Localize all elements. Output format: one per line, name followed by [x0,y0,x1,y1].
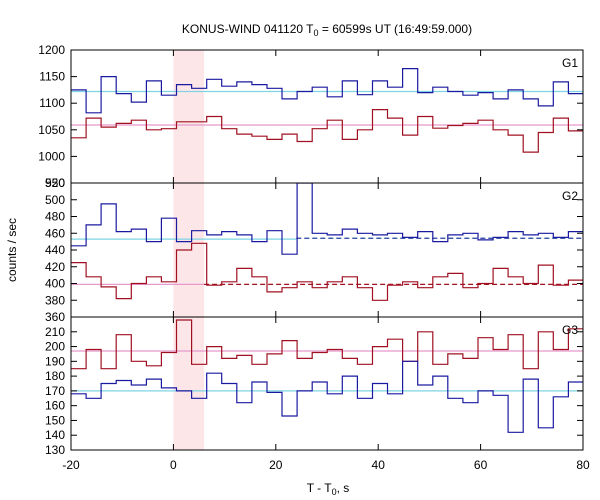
panel-g2 [71,183,583,301]
x-tick-label: 0 [170,458,177,472]
series-g3-0 [71,319,583,370]
series-g2-1 [71,242,583,301]
y-tick-label: 520 [45,176,65,190]
y-tick-label: 210 [45,325,65,339]
panel-label-g2: G2 [562,189,578,203]
series-g2-0 [71,183,583,255]
series-line-g3-0 [71,319,583,370]
series-g1-0 [71,68,583,114]
y-tick-label: 480 [45,210,65,224]
y-tick-label: 1100 [39,96,65,110]
panel-g3 [71,319,583,433]
series-g3-1 [71,360,583,433]
y-tick-label: 360 [45,310,65,324]
y-tick-label: 150 [45,413,65,427]
series-line-g3-1 [71,360,583,433]
y-tick-label: 440 [45,243,65,257]
y-tick-label: 1000 [38,149,65,163]
y-tick-label: 380 [45,293,65,307]
series-line-g1-1 [71,109,583,153]
x-tick-label: 40 [372,458,386,472]
y-tick-label: 950 [45,176,65,190]
panel-g1 [71,68,583,153]
panel-label-g3: G3 [562,323,578,337]
y-tick-label: 180 [45,369,65,383]
x-tick-label: 80 [576,458,590,472]
y-tick-label: 140 [45,428,65,442]
y-tick-label: 170 [45,384,65,398]
y-tick-label: 460 [45,226,65,240]
panel-label-g1: G1 [562,56,578,70]
x-tick-label: -20 [62,458,80,472]
chart-title: KONUS-WIND 041120 T0 = 60599s UT (16:49:… [182,22,472,38]
y-tick-label: 130 [45,443,65,457]
y-tick-label: 1050 [38,123,65,137]
y-tick-label: 400 [45,277,65,291]
ticks-layer: G195010001050110011501200G23603804004204… [38,43,590,472]
y-axis-label: counts / sec [5,218,19,282]
y-tick-label: 200 [45,340,65,354]
y-tick-label: 1200 [38,43,65,57]
panel-frame-g2 [70,182,584,318]
x-tick-label: 60 [474,458,488,472]
x-axis-label: T - T0, s [307,481,350,497]
y-tick-label: 420 [45,260,65,274]
y-tick-label: 160 [45,399,65,413]
series-g1-1 [71,109,583,153]
series-line-g2-1 [71,242,583,301]
x-tick-label: 20 [269,458,283,472]
y-tick-label: 1150 [39,70,65,84]
panel-frame-g1 [70,49,584,184]
panel-frame-g3 [70,316,584,451]
y-tick-label: 500 [45,193,65,207]
series-line-g1-0 [71,68,583,114]
y-tick-label: 190 [45,354,65,368]
series-line-g2-0 [71,183,583,255]
